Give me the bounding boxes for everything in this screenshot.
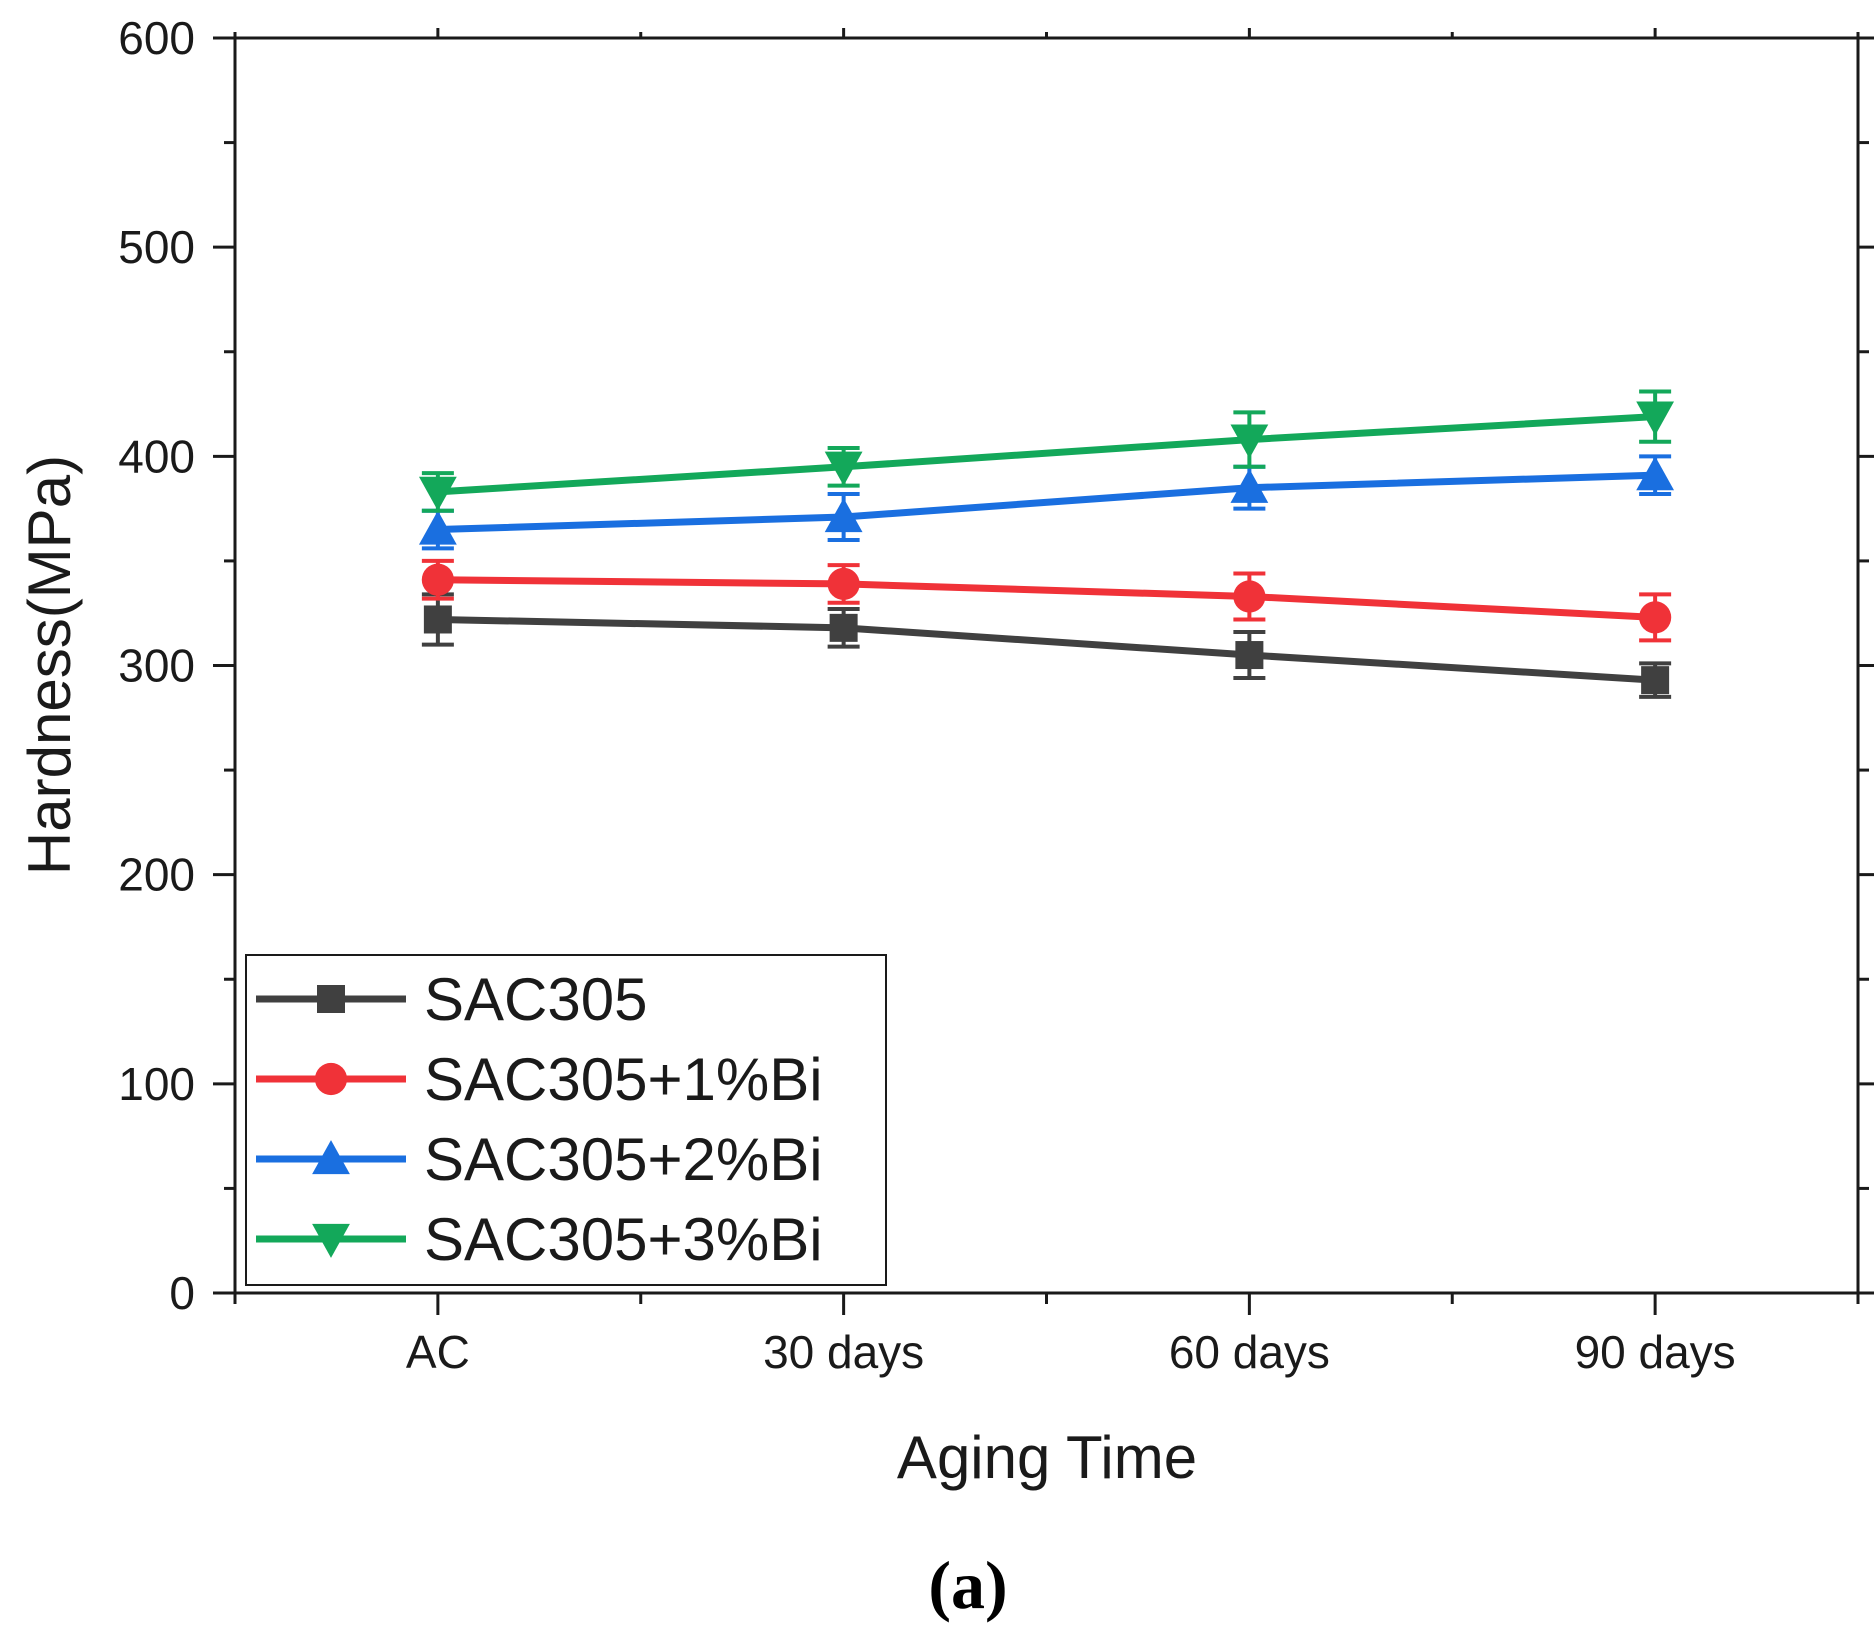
y-tick-label: 100 xyxy=(118,1058,195,1110)
series-layer xyxy=(418,389,1675,699)
y-axis: 0 100 200 300 400 500 600 xyxy=(118,12,1874,1319)
data-point xyxy=(1230,424,1269,459)
data-point xyxy=(1636,456,1675,491)
data-point xyxy=(418,510,457,545)
data-point xyxy=(423,605,452,634)
series-sac305 xyxy=(421,592,1672,699)
data-point xyxy=(827,567,860,601)
data-point xyxy=(1230,468,1269,503)
data-point xyxy=(824,498,863,533)
y-tick-label: 200 xyxy=(118,849,195,901)
data-point xyxy=(1235,641,1264,670)
series-sac305-3-bi xyxy=(418,389,1675,513)
x-tick-label: 30 days xyxy=(763,1326,924,1378)
series-line xyxy=(437,576,1656,621)
data-point xyxy=(1639,601,1672,634)
data-point xyxy=(418,476,457,511)
data-point xyxy=(1233,580,1266,613)
series-line xyxy=(437,471,1656,534)
x-tick-label: 60 days xyxy=(1169,1326,1330,1378)
data-point xyxy=(829,613,858,642)
y-tick-label: 500 xyxy=(118,221,195,273)
legend-box xyxy=(245,954,887,1286)
series-sac305-2-bi xyxy=(418,454,1675,551)
x-axis-title: Aging Time xyxy=(897,1424,1197,1491)
data-point xyxy=(824,451,863,486)
legend-marker xyxy=(317,985,345,1013)
legend-marker xyxy=(312,1223,350,1258)
y-tick-label: 600 xyxy=(118,12,195,64)
x-tick-label: AC xyxy=(406,1326,470,1378)
series-line xyxy=(437,615,1656,684)
series-line xyxy=(437,413,1656,496)
data-point xyxy=(1641,666,1670,695)
legend-label: SAC305 xyxy=(424,966,647,1033)
legend: SAC305 SAC305+1%Bi SAC305+2%Bi SAC305+3%Bi xyxy=(245,954,887,1286)
legend-label: SAC305+1%Bi xyxy=(424,1046,823,1113)
legend-label: SAC305+3%Bi xyxy=(424,1206,823,1273)
series-sac305-1-bi xyxy=(421,558,1672,643)
y-axis-title: Hardness(MPa) xyxy=(16,455,83,875)
legend-label: SAC305+2%Bi xyxy=(424,1126,823,1193)
x-tick-label: 90 days xyxy=(1575,1326,1736,1378)
legend-marker xyxy=(312,1140,350,1175)
data-point xyxy=(421,563,454,596)
y-tick-label: 400 xyxy=(118,430,195,482)
y-tick-label: 0 xyxy=(169,1267,195,1319)
y-tick-label: 300 xyxy=(118,640,195,692)
panel-label: (a) xyxy=(928,1547,1007,1623)
legend-marker xyxy=(314,1062,348,1096)
x-axis: AC 30 days 60 days 90 days xyxy=(233,28,1860,1378)
data-point xyxy=(1636,401,1675,436)
